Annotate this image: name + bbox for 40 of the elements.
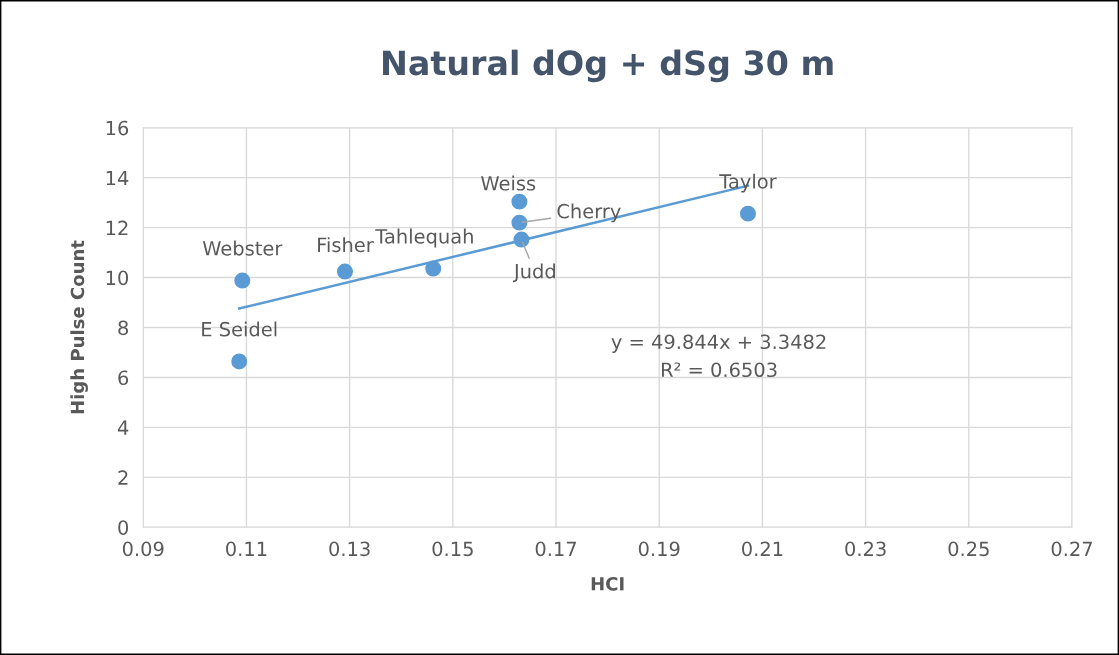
- point: [511, 193, 528, 210]
- chart-title: Natural dOg + dSg 30 m: [383, 49, 833, 83]
- point: [425, 260, 442, 277]
- y-tick-label: 0: [118, 520, 129, 535]
- x-tick-label: 0.25: [948, 541, 989, 557]
- point: [337, 263, 353, 280]
- annotation: E Seidel: [202, 321, 277, 337]
- annotation: R² = 0.6503: [661, 362, 777, 378]
- x-tick-label: 0.13: [329, 541, 370, 557]
- point: [739, 205, 756, 222]
- y-tick-label: 16: [106, 120, 129, 136]
- annotation: Judd: [512, 263, 555, 283]
- point: [513, 231, 530, 248]
- annotation: y = 49.844x + 3.3482: [611, 334, 826, 353]
- x-tick-label: 0.09: [122, 541, 164, 557]
- x-tick-label: 0.19: [638, 541, 680, 557]
- point: [234, 272, 251, 289]
- x-axis-title: HCI: [591, 576, 624, 591]
- annotation: Fisher: [318, 237, 374, 253]
- y-tick-label: 6: [118, 370, 129, 386]
- annotation: Weiss: [481, 175, 536, 191]
- x-tick-label: 0.15: [432, 541, 473, 557]
- annotation: Taylor: [719, 173, 777, 193]
- x-tick-label: 0.23: [845, 541, 886, 557]
- x-tick-label: 0.11: [226, 541, 267, 557]
- y-axis-title: High Pulse Count: [70, 240, 88, 414]
- x-tick-label: 0.27: [1051, 541, 1092, 557]
- x-tick-label: 0.21: [742, 541, 783, 557]
- y-tick-label: 12: [106, 220, 128, 235]
- x-tick-label: 0.17: [535, 541, 576, 557]
- y-tick-label: 14: [106, 170, 129, 186]
- y-tick-label: 10: [106, 270, 129, 286]
- y-tick-label: 4: [117, 420, 129, 435]
- y-tick-label: 2: [118, 470, 128, 485]
- y-tick-label: 8: [118, 320, 129, 336]
- annotation: Tahlequah: [375, 228, 473, 248]
- point: [231, 353, 248, 370]
- annotation: Cherry: [557, 203, 621, 223]
- annotation: Webster: [202, 240, 283, 256]
- point: [511, 214, 528, 231]
